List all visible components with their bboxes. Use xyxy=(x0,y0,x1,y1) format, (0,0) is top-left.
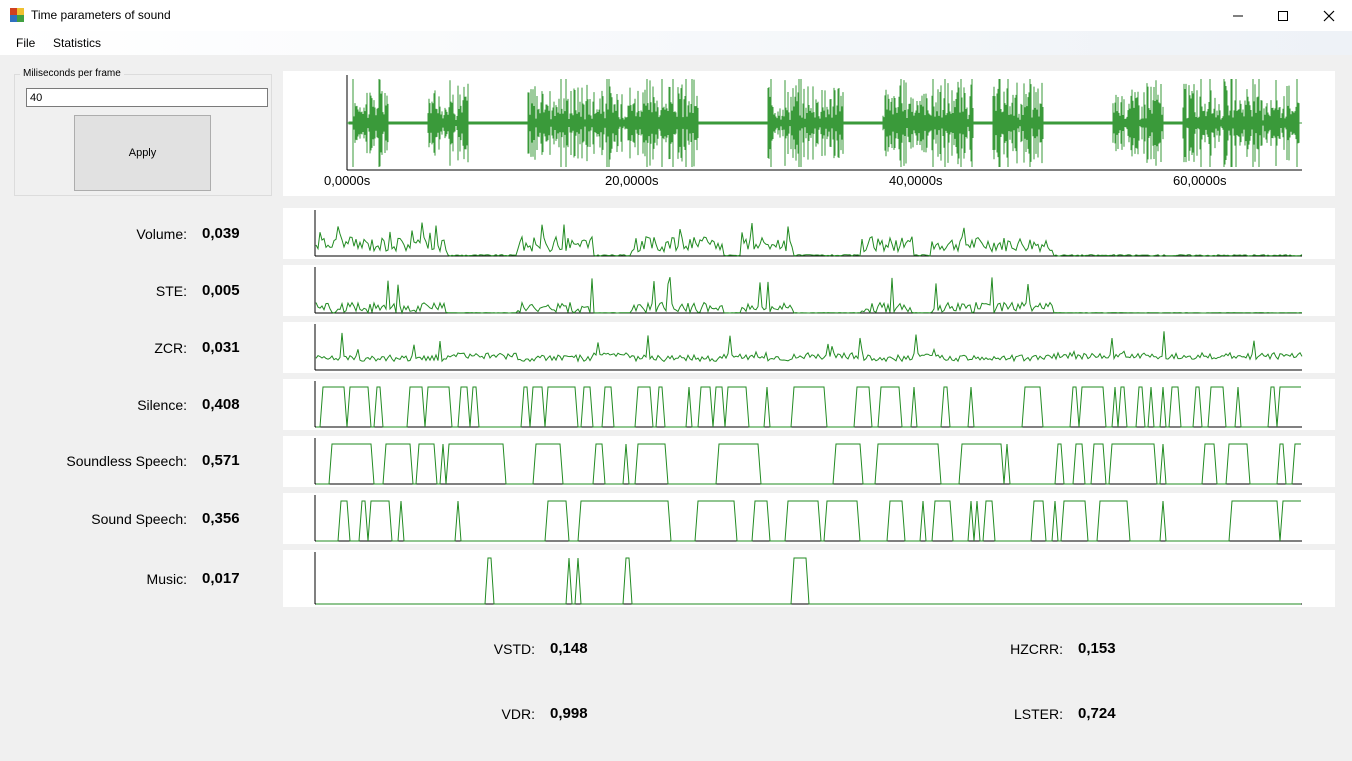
sound-speech-plot-panel xyxy=(283,493,1335,544)
zcr-plot xyxy=(314,324,1303,371)
x-tick-60: 60,0000s xyxy=(1173,173,1227,188)
hzcrr-label: HZCRR: xyxy=(1010,641,1063,657)
maximize-icon xyxy=(1278,10,1288,21)
waveform-panel xyxy=(283,71,1335,196)
menu-file[interactable]: File xyxy=(16,36,36,50)
music-value: 0,017 xyxy=(202,570,240,587)
menu-statistics[interactable]: Statistics xyxy=(53,36,102,50)
hzcrr-value: 0,153 xyxy=(1078,640,1116,657)
silence-plot xyxy=(314,381,1302,428)
volume-label: Volume: xyxy=(136,226,187,242)
volume-value: 0,039 xyxy=(202,225,240,242)
zcr-value: 0,031 xyxy=(202,339,240,356)
vdr-label: VDR: xyxy=(501,706,535,722)
lster-label: LSTER: xyxy=(1013,706,1063,722)
sound-speech-plot xyxy=(314,495,1302,542)
menu-bar: File Statistics xyxy=(0,31,1352,55)
silence-plot-panel xyxy=(283,379,1335,430)
window-title: Time parameters of sound xyxy=(31,8,171,22)
plot-trace xyxy=(316,386,1301,428)
vstd-label: VSTD: xyxy=(493,641,535,657)
minimize-icon xyxy=(1233,15,1243,16)
silence-value: 0,408 xyxy=(202,396,240,413)
apply-button[interactable]: Apply xyxy=(74,115,211,191)
title-bar: Time parameters of sound xyxy=(0,0,1352,31)
x-tick-20: 20,0000s xyxy=(605,173,659,188)
plot-trace xyxy=(315,277,1303,315)
plot-trace xyxy=(316,443,1301,485)
volume-plot-panel xyxy=(283,208,1335,259)
plot-trace xyxy=(315,222,1303,257)
maximize-button[interactable] xyxy=(1260,0,1306,31)
close-icon xyxy=(1323,10,1335,21)
ste-plot-panel xyxy=(283,265,1335,316)
zcr-label: ZCR: xyxy=(154,340,187,356)
volume-plot xyxy=(314,210,1303,257)
lster-value: 0,724 xyxy=(1078,705,1116,722)
zcr-plot-panel xyxy=(283,322,1335,373)
ste-label: STE: xyxy=(155,283,187,299)
app-icon xyxy=(10,8,24,22)
soundless-speech-plot xyxy=(314,438,1302,485)
close-button[interactable] xyxy=(1306,0,1352,31)
soundless-speech-value: 0,571 xyxy=(202,452,240,469)
soundless-speech-plot-panel xyxy=(283,436,1335,487)
ms-per-frame-input[interactable] xyxy=(26,88,268,107)
x-tick-40: 40,0000s xyxy=(889,173,943,188)
vstd-value: 0,148 xyxy=(550,640,588,657)
vdr-value: 0,998 xyxy=(550,705,588,722)
ste-value: 0,005 xyxy=(202,282,240,299)
sound-speech-value: 0,356 xyxy=(202,510,240,527)
plot-trace xyxy=(315,331,1303,363)
ste-plot xyxy=(314,267,1303,315)
music-plot-panel xyxy=(283,550,1335,607)
music-label: Music: xyxy=(146,571,187,587)
soundless-speech-label: Soundless Speech: xyxy=(66,453,187,469)
sound-speech-label: Sound Speech: xyxy=(91,511,187,527)
plot-trace xyxy=(316,557,1301,605)
plot-trace xyxy=(316,500,1301,542)
minimize-button[interactable] xyxy=(1215,0,1261,31)
waveform-plot xyxy=(346,75,1302,171)
ms-per-frame-label: Miliseconds per frame xyxy=(20,68,124,79)
x-tick-0: 0,0000s xyxy=(324,173,371,188)
silence-label: Silence: xyxy=(137,397,187,413)
music-plot xyxy=(314,552,1302,605)
frame-settings-group xyxy=(14,74,272,196)
